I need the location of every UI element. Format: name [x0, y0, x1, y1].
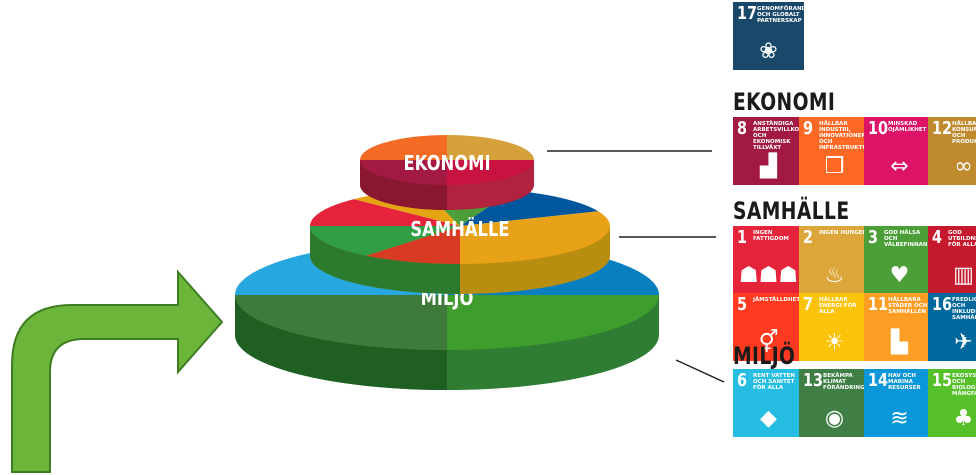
sdg-goal-title: INGEN HUNGER — [819, 230, 867, 236]
sdg-tile-8: 8 ANSTÄNDIGA ARBETSVILLKOR OCH EKONOMISK … — [733, 117, 804, 185]
sdg-tile-3: 3 GOD HÄLSA OCH VÄLBEFINNANDE ♥ — [864, 226, 935, 294]
sdg-goal-title: GOD HÄLSA OCH VÄLBEFINNANDE — [884, 230, 935, 248]
sdg-tile-11: 11 HÅLLBARA STÄDER OCH SAMHÄLLEN ▙ — [864, 293, 935, 361]
sdg-goal-title: HÅLLBAR KONSUMTION OCH PRODUKTION — [952, 121, 976, 145]
sdg-goal-title: INGEN FATTIGDOM — [753, 230, 789, 242]
layer-label-ekonomi: EKONOMI — [403, 153, 490, 176]
gender-equality-icon: ⚥ — [758, 330, 779, 355]
city-icon: ▙ — [891, 330, 908, 355]
sdg-tile-12: 12HÅLLBAR KONSUMTION OCH PRODUKTION ∞ — [928, 117, 976, 185]
sdg-goal-title: JÄMSTÄLLDHET — [753, 297, 801, 303]
sdg-goal-title: BEKÄMPA KLIMAT FÖRÄNDRINGARNA — [823, 373, 870, 391]
sdg-goal-number: 5 — [737, 294, 748, 315]
sdg-tile-15: 15EKOSYSTEM OCH BIOLOGISK MÅNGFALD ♣ — [928, 369, 976, 437]
fish-icon: ≋ — [890, 406, 909, 431]
sdg-tile-4: 4 GOD UTBILDNING FÖR ALLA ▥ — [928, 226, 976, 294]
sdg-goal-number: 1 — [737, 227, 748, 248]
sdg-tile-5: 5 JÄMSTÄLLDHET ⚥ — [733, 293, 804, 361]
sdg-tile-1: 1 INGEN FATTIGDOM ☗☗☗ — [733, 226, 804, 294]
partnership-icon: ❀ — [759, 39, 778, 64]
sdg-goal-title: GENOMFÖRANDE OCH GLOBALT PARTNERSKAP — [757, 6, 804, 24]
sdg-goal-number: 6 — [737, 370, 748, 391]
bowl-icon: ♨ — [824, 263, 845, 288]
sdg-tile-17: 17GENOMFÖRANDE OCH GLOBALT PARTNERSKAP ❀ — [733, 2, 804, 70]
sdg-goal-number: 4 — [932, 227, 943, 248]
layer-ekonomi: EKONOMI — [360, 135, 534, 210]
sdg-goal-title: HÅLLBAR ENERGI FÖR ALLA — [819, 297, 857, 315]
sdg-goal-title: FREDLIGA OCH INKLUDERANDE SAMHÄLLEN — [952, 297, 976, 321]
sdg-goal-number: 16 — [932, 294, 953, 315]
sdg-goal-title: EKOSYSTEM OCH BIOLOGISK MÅNGFALD — [952, 373, 976, 397]
sdg-goal-number: 9 — [803, 118, 814, 139]
sdg-goal-number: 3 — [868, 227, 879, 248]
water-drop-icon: ◆ — [760, 406, 777, 431]
group-heading-miljo: MILJÖ — [733, 342, 796, 370]
sdg-tile-6: 6 RENT VATTEN OCH SANITET FÖR ALLA ◆ — [733, 369, 804, 437]
sdg-goal-number: 11 — [868, 294, 889, 315]
group-heading-samhalle: SAMHÄLLE — [733, 197, 850, 225]
family-icon: ☗☗☗ — [738, 263, 799, 288]
connector-line-miljo — [675, 359, 725, 383]
sdg-tile-7: 7 HÅLLBAR ENERGI FÖR ALLA ☀ — [799, 293, 870, 361]
dove-icon: ✈ — [954, 330, 973, 355]
book-icon: ▥ — [953, 263, 974, 288]
sdg-goal-number: 15 — [932, 370, 953, 391]
sdg-tile-10: 10 MINSKAD OJÄMLIKHET ⇔ — [864, 117, 935, 185]
tree-icon: ♣ — [953, 406, 974, 431]
sdg-goal-number: 13 — [803, 370, 824, 391]
growth-chart-icon: ▟ — [760, 154, 777, 179]
sdg-tile-14: 14 HAV OCH MARINA RESURSER ≋ — [864, 369, 935, 437]
infinity-icon: ∞ — [954, 154, 973, 179]
sdg-goal-number: 8 — [737, 118, 748, 139]
sdg-goal-title: RENT VATTEN OCH SANITET FÖR ALLA — [753, 373, 795, 391]
sdg-goal-number: 10 — [868, 118, 889, 139]
sdg-goal-title: GOD UTBILDNING FÖR ALLA — [948, 230, 976, 248]
inequality-arrows-icon: ⇔ — [890, 154, 909, 179]
layer-miljo: MILJÖ — [235, 240, 659, 390]
sdg-goal-title: HÅLLBAR INDUSTRI, INNOVATIONER OCH INFRA… — [819, 121, 870, 151]
sdg-goal-number: 14 — [868, 370, 889, 391]
sun-icon: ☀ — [824, 330, 845, 355]
group-heading-ekonomi: EKONOMI — [733, 88, 836, 116]
sdg-tile-2: 2 INGEN HUNGER ♨ — [799, 226, 870, 294]
sdg-goal-number: 7 — [803, 294, 814, 315]
sdg-goal-title: ANSTÄNDIGA ARBETSVILLKOR OCH EKONOMISK T… — [753, 121, 804, 151]
cubes-icon: ❒ — [824, 154, 845, 179]
globe-eye-icon: ◉ — [824, 406, 845, 431]
sdg-goal-title: HÅLLBARA STÄDER OCH SAMHÄLLEN — [888, 297, 928, 315]
layer-label-samhalle: SAMHÄLLE — [410, 217, 509, 241]
sdg-goal-title: MINSKAD OJÄMLIKHET — [888, 121, 927, 133]
sdg-goal-title: HAV OCH MARINA RESURSER — [888, 373, 921, 391]
heartbeat-icon: ♥ — [889, 263, 910, 288]
sdg-tile-16: 16FREDLIGA OCH INKLUDERANDE SAMHÄLLEN ✈ — [928, 293, 976, 361]
sdg-goal-number: 17 — [737, 3, 758, 24]
sdg-tile-9: 9 HÅLLBAR INDUSTRI, INNOVATIONER OCH INFR… — [799, 117, 870, 185]
curved-arrow-icon — [11, 269, 224, 473]
sdg-goal-number: 12 — [932, 118, 953, 139]
sdg-goal-number: 2 — [803, 227, 814, 248]
